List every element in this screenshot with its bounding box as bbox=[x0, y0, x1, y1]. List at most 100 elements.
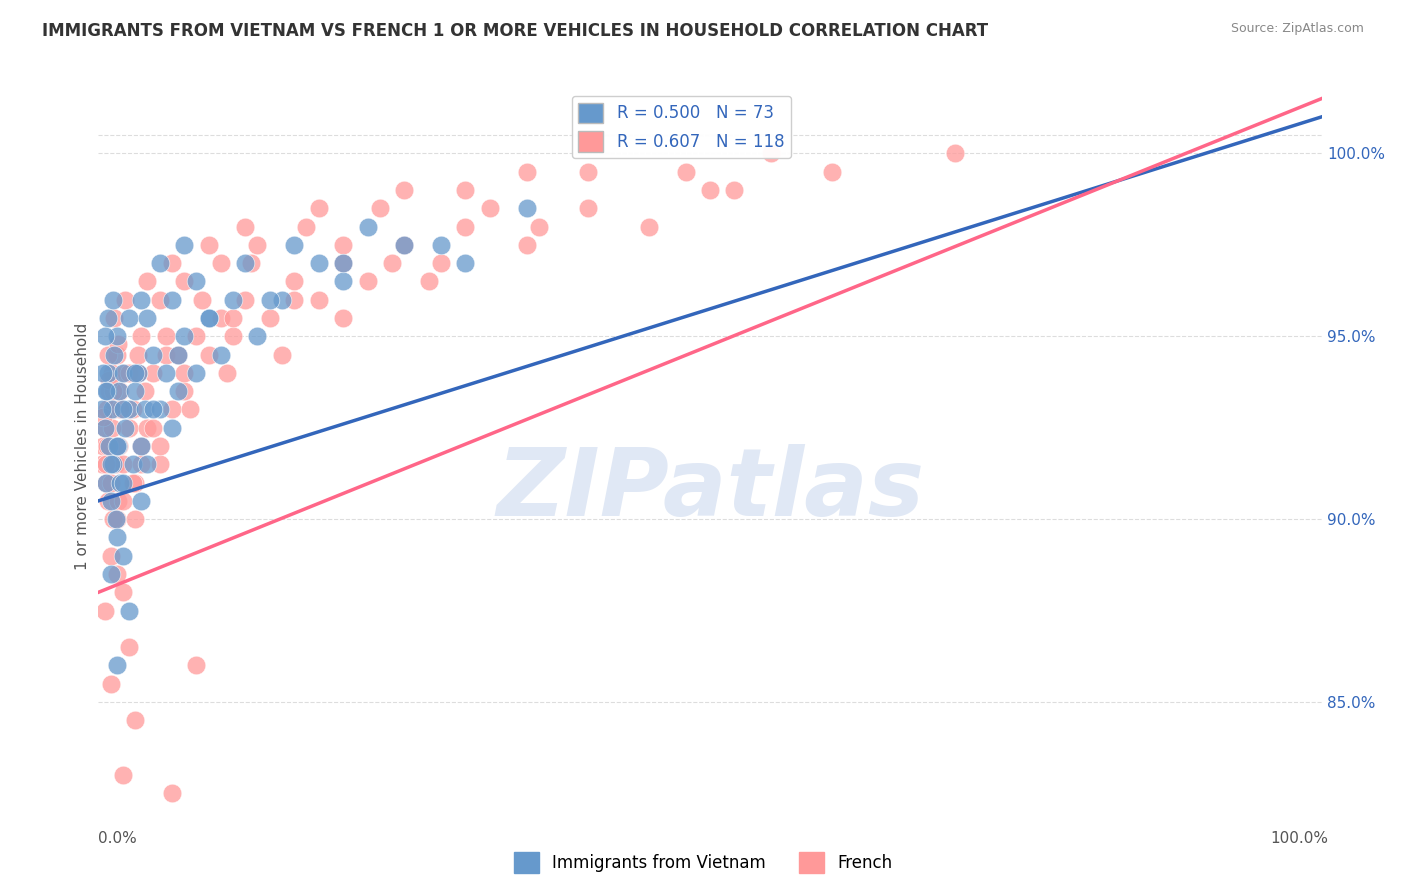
Point bbox=[142, 402, 165, 417]
Point bbox=[259, 311, 281, 326]
Point bbox=[454, 183, 477, 197]
Point bbox=[124, 366, 146, 380]
Point bbox=[110, 475, 132, 490]
Point bbox=[134, 384, 156, 399]
Point bbox=[129, 439, 152, 453]
Point bbox=[149, 256, 172, 270]
Point bbox=[699, 183, 721, 197]
Point bbox=[91, 439, 114, 453]
Point bbox=[332, 238, 354, 252]
Text: 0.0%: 0.0% bbox=[98, 831, 138, 846]
Point bbox=[392, 238, 416, 252]
Point bbox=[418, 275, 440, 289]
Point bbox=[270, 293, 294, 307]
Point bbox=[108, 439, 131, 453]
Point bbox=[246, 329, 269, 343]
Point bbox=[516, 164, 538, 178]
Point bbox=[97, 494, 120, 508]
Point bbox=[118, 640, 141, 655]
Point bbox=[179, 402, 201, 417]
Point bbox=[96, 439, 118, 453]
Point bbox=[101, 293, 124, 307]
Point bbox=[160, 402, 183, 417]
Point bbox=[100, 458, 122, 472]
Point bbox=[118, 421, 141, 435]
Point bbox=[356, 219, 378, 234]
Point bbox=[270, 348, 294, 362]
Point bbox=[111, 458, 134, 472]
Point bbox=[101, 458, 124, 472]
Point bbox=[160, 256, 183, 270]
Point bbox=[101, 384, 124, 399]
Point bbox=[103, 311, 125, 326]
Text: 100.0%: 100.0% bbox=[1271, 831, 1329, 846]
Point bbox=[160, 787, 183, 801]
Point bbox=[91, 458, 114, 472]
Point bbox=[332, 311, 354, 326]
Point bbox=[101, 402, 124, 417]
Point bbox=[186, 658, 208, 673]
Point bbox=[454, 256, 477, 270]
Point bbox=[100, 494, 122, 508]
Point bbox=[167, 348, 190, 362]
Point bbox=[105, 531, 128, 545]
Point bbox=[173, 384, 195, 399]
Legend: R = 0.500   N = 73, R = 0.607   N = 118: R = 0.500 N = 73, R = 0.607 N = 118 bbox=[572, 96, 790, 158]
Point bbox=[105, 329, 128, 343]
Point bbox=[209, 311, 232, 326]
Legend: Immigrants from Vietnam, French: Immigrants from Vietnam, French bbox=[508, 846, 898, 880]
Point bbox=[283, 238, 305, 252]
Point bbox=[356, 275, 378, 289]
Point bbox=[118, 366, 141, 380]
Point bbox=[821, 164, 844, 178]
Point bbox=[118, 311, 141, 326]
Point bbox=[191, 293, 214, 307]
Point bbox=[108, 384, 131, 399]
Point bbox=[96, 384, 118, 399]
Point bbox=[111, 402, 134, 417]
Point bbox=[186, 329, 208, 343]
Point bbox=[114, 293, 136, 307]
Point bbox=[155, 366, 177, 380]
Point bbox=[129, 329, 152, 343]
Point bbox=[114, 421, 136, 435]
Point bbox=[91, 409, 114, 424]
Point bbox=[105, 567, 128, 582]
Point bbox=[149, 293, 172, 307]
Point bbox=[127, 366, 149, 380]
Point bbox=[97, 311, 120, 326]
Point bbox=[121, 402, 143, 417]
Point bbox=[93, 329, 115, 343]
Point bbox=[675, 164, 697, 178]
Point bbox=[111, 549, 134, 563]
Point bbox=[105, 348, 128, 362]
Point bbox=[103, 402, 125, 417]
Point bbox=[173, 275, 195, 289]
Point bbox=[160, 421, 183, 435]
Point bbox=[100, 475, 122, 490]
Point bbox=[295, 219, 318, 234]
Point bbox=[167, 348, 190, 362]
Point bbox=[97, 366, 120, 380]
Point bbox=[173, 238, 195, 252]
Point bbox=[124, 475, 146, 490]
Point bbox=[197, 238, 219, 252]
Point bbox=[527, 219, 550, 234]
Point bbox=[222, 311, 245, 326]
Point bbox=[149, 439, 172, 453]
Point bbox=[167, 384, 190, 399]
Point bbox=[124, 714, 146, 728]
Point bbox=[283, 293, 305, 307]
Point bbox=[381, 256, 404, 270]
Point bbox=[173, 366, 195, 380]
Point bbox=[124, 512, 146, 526]
Point bbox=[129, 458, 152, 472]
Point bbox=[240, 256, 263, 270]
Point bbox=[430, 238, 453, 252]
Point bbox=[100, 567, 122, 582]
Point bbox=[110, 402, 132, 417]
Point bbox=[209, 256, 232, 270]
Point bbox=[101, 421, 124, 435]
Point bbox=[761, 146, 783, 161]
Point bbox=[332, 256, 354, 270]
